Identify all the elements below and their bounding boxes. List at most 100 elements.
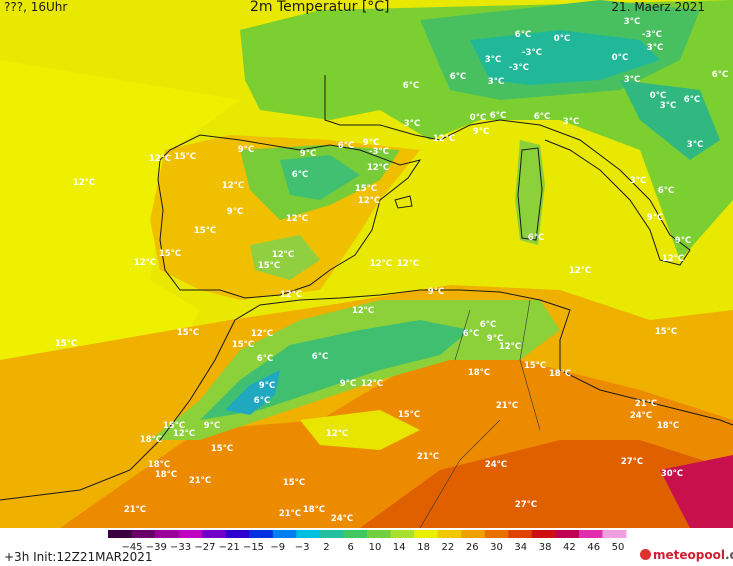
legend-swatch [555,530,580,538]
legend-swatch [578,530,603,538]
color-legend: −45 −39 −33 −27 −21 −15 −9 −3 2 6 10 14 18 22 26 30 34 38… [108,530,627,553]
temperature-label: 30°C [661,469,683,479]
legend-swatch [249,530,274,538]
temperature-label: 6°C [490,111,506,121]
temperature-label: 6°C [338,141,354,151]
brand-logo[interactable]: meteopool.org [640,548,733,562]
legend-swatch [437,530,462,538]
coastline-iberia [157,134,422,299]
legend-tick-label: 2 [323,542,329,553]
temperature-label: 3°C [647,43,663,53]
temperature-label: 12°C [662,254,684,264]
temperature-label: 6°C [515,30,531,40]
coastline-france [324,75,501,141]
legend-tick-label: −33 [170,542,191,553]
legend-tick-label: −15 [243,542,264,553]
temperature-label: 3°C [624,75,640,85]
temperature-label: 12°C [352,306,374,316]
temperature-label: 6°C [480,320,496,330]
corsica-sardinia [515,140,545,245]
temperature-label: 21°C [635,399,657,409]
temperature-label: 9°C [227,207,243,217]
legend-tick-label: 14 [393,542,406,553]
temperature-label: 12°C [370,259,392,269]
temperature-label: 18°C [549,369,571,379]
temperature-label: 15°C [232,340,254,350]
coastline-corsica [517,147,543,241]
coastline-balearics [394,195,413,209]
brand-name: meteopool [653,548,725,562]
temperature-label: 15°C [655,327,677,337]
temperature-label: 12°C [272,250,294,260]
legend-tick-label: 30 [490,542,503,553]
legend-swatch [319,530,344,538]
legend-swatch [272,530,297,538]
temperature-label: 3°C [660,101,676,111]
legend-swatch [508,530,533,538]
legend-tick-label: −27 [194,542,215,553]
temperature-label: 15°C [194,226,216,236]
legend-swatch [390,530,415,538]
temperature-label: 3°C [563,117,579,127]
temperature-label: 12°C [280,290,302,300]
legend-tick-label: −9 [270,542,285,553]
temperature-label: 12°C [361,379,383,389]
temperature-label: 9°C [238,145,254,155]
iberia-cold [280,155,360,200]
legend-ticks: −45 −39 −33 −27 −21 −15 −9 −3 2 6 10 14 18 22 26 30 34 38… [121,542,624,553]
temperature-label: 15°C [398,410,420,420]
temperature-label: 24°C [630,411,652,421]
legend-tick-label: 38 [539,542,552,553]
temperature-label: 12°C [286,214,308,224]
temperature-label: 24°C [485,460,507,470]
temperature-label: 0°C [554,34,570,44]
coastline-italy [499,119,691,266]
legend-swatch [343,530,368,538]
temperature-label: -3°C [522,48,542,58]
temperature-label: 18°C [657,421,679,431]
legend-swatch [202,530,227,538]
legend-swatch [414,530,439,538]
legend-tick-label: −45 [121,542,142,553]
temperature-label: 9°C [487,334,503,344]
temperature-label: 12°C [367,163,389,173]
temperature-label: 6°C [463,329,479,339]
sahara-yellow [300,410,420,450]
map-title: 2m Temperatur [°C] [250,0,390,15]
legend-swatch [531,530,556,538]
temperature-label: 21°C [189,476,211,486]
temperature-label: 6°C [684,95,700,105]
temperature-label: 3°C [624,17,640,27]
legend-swatch [296,530,321,538]
temperature-label: 15°C [163,421,185,431]
map-date: 21. Maerz 2021 [611,0,705,14]
temperature-label: 12°C [499,342,521,352]
temperature-label: 12°C [134,258,156,268]
run-info: +3h Init:12Z21MAR2021 [4,550,153,564]
border-lines [419,299,541,528]
temperature-label: 3°C [687,140,703,150]
temperature-label: 15°C [355,184,377,194]
temperature-label: 21°C [124,505,146,515]
temperature-label: 9°C [340,379,356,389]
legend-swatch [367,530,392,538]
temperature-label: 12°C [149,154,171,164]
temperature-label: 15°C [159,249,181,259]
legend-swatch [178,530,203,538]
temperature-label: 15°C [55,339,77,349]
temperature-label: 6°C [257,354,273,364]
temperature-label: 0°C [470,113,486,123]
temperature-label: 6°C [312,352,328,362]
temperature-label: 3°C [630,176,646,186]
temperature-label: 9°C [300,149,316,159]
legend-tick-label: 18 [417,542,430,553]
temperature-label: 15°C [174,152,196,162]
temperature-label: 12°C [358,196,380,206]
legend-tick-label: 34 [514,542,527,553]
temperature-label: 12°C [326,429,348,439]
temperature-label: 6°C [658,186,674,196]
cold-zone-balkan [620,80,720,160]
temperature-label: 0°C [650,91,666,101]
temperature-label: 15°C [524,361,546,371]
